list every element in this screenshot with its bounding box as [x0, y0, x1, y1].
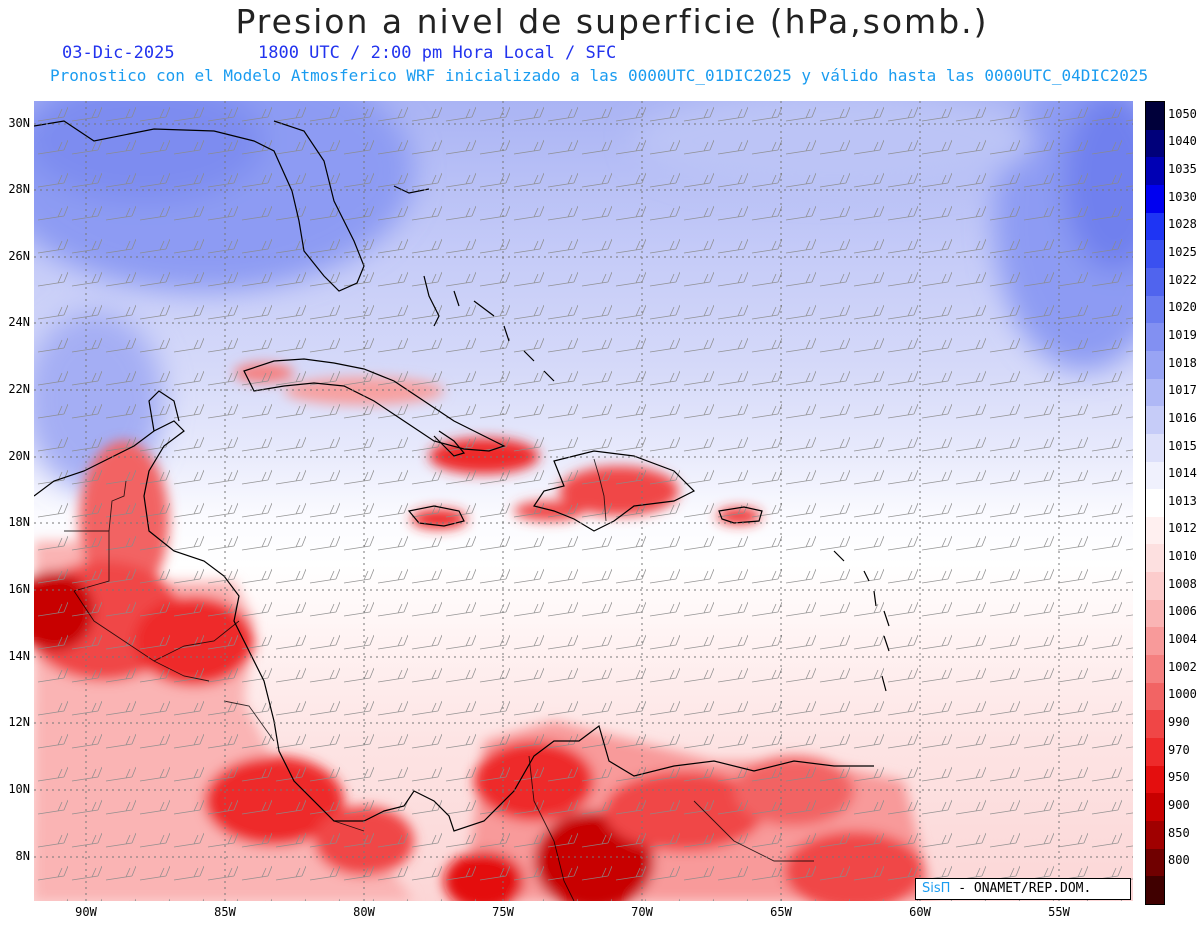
legend-swatch: [1146, 793, 1164, 822]
credit-text: - ONAMET/REP.DOM.: [950, 881, 1092, 896]
graticule: [34, 101, 1133, 901]
pressure-map: [34, 101, 1133, 901]
legend-label: 1016: [1168, 410, 1197, 425]
legend-swatch: [1146, 627, 1164, 656]
legend-swatch: [1146, 102, 1164, 130]
latitude-label: 28N: [8, 182, 30, 196]
latitude-label: 10N: [8, 782, 30, 796]
longitude-label: 70W: [631, 905, 653, 919]
legend-label: 1008: [1168, 576, 1197, 591]
longitude-label: 55W: [1048, 905, 1070, 919]
forecast-time: 1800 UTC / 2:00 pm Hora Local / SFC: [258, 43, 617, 63]
wind-barbs: [34, 101, 1133, 901]
legend-label: 800: [1168, 853, 1190, 868]
legend-swatch: [1146, 489, 1164, 518]
legend-label: 1015: [1168, 438, 1197, 453]
legend-swatch: [1146, 516, 1164, 545]
legend-label: 1006: [1168, 604, 1197, 619]
latitude-label: 14N: [8, 649, 30, 663]
legend-swatch: [1146, 821, 1164, 850]
country-borders: [64, 458, 814, 901]
legend-label: 970: [1168, 742, 1190, 757]
map-title: Presion a nivel de superficie (hPa,somb.…: [235, 2, 989, 41]
legend-label: 1018: [1168, 355, 1197, 370]
legend-label: 1028: [1168, 217, 1197, 232]
credit-box: SisΠ - ONAMET/REP.DOM.: [915, 878, 1131, 900]
longitude-label: 60W: [909, 905, 931, 919]
legend-swatch: [1146, 682, 1164, 711]
latitude-label: 24N: [8, 315, 30, 329]
longitude-label: 65W: [770, 905, 792, 919]
longitude-label: 80W: [353, 905, 375, 919]
legend-swatch: [1146, 267, 1164, 296]
sispi-logo-text: SisΠ: [922, 881, 951, 896]
latitude-label: 30N: [8, 116, 30, 130]
legend-label: 1025: [1168, 244, 1197, 259]
legend-swatch: [1146, 572, 1164, 601]
latitude-label: 18N: [8, 515, 30, 529]
legend-swatch: [1146, 738, 1164, 767]
legend-label: 1004: [1168, 632, 1197, 647]
pressure-color-legend: [1145, 101, 1165, 905]
legend-swatch: [1146, 240, 1164, 269]
latitude-label: 8N: [15, 849, 30, 863]
legend-label: 1040: [1168, 134, 1197, 149]
latitude-label: 20N: [8, 449, 30, 463]
legend-swatch: [1146, 655, 1164, 684]
legend-swatch: [1146, 433, 1164, 462]
legend-swatch: [1146, 129, 1164, 158]
legend-swatch: [1146, 212, 1164, 241]
coastlines: [34, 120, 890, 832]
legend-swatch: [1146, 544, 1164, 573]
legend-label: 1012: [1168, 521, 1197, 536]
legend-swatch: [1146, 157, 1164, 186]
legend-label: 1020: [1168, 300, 1197, 315]
legend-label: 1000: [1168, 687, 1197, 702]
map-canvas: [34, 101, 1133, 901]
longitude-label: 75W: [492, 905, 514, 919]
legend-label: 1014: [1168, 466, 1197, 481]
legend-swatch: [1146, 710, 1164, 739]
legend-label: 1013: [1168, 493, 1197, 508]
legend-label: 1030: [1168, 189, 1197, 204]
legend-swatch: [1146, 461, 1164, 490]
legend-swatch: [1146, 295, 1164, 324]
legend-swatch: [1146, 876, 1164, 905]
latitude-label: 22N: [8, 382, 30, 396]
legend-swatch: [1146, 350, 1164, 379]
legend-label: 990: [1168, 715, 1190, 730]
forecast-date: 03-Dic-2025: [62, 43, 175, 63]
longitude-label: 85W: [214, 905, 236, 919]
legend-label: 1017: [1168, 383, 1197, 398]
legend-label: 900: [1168, 798, 1190, 813]
latitude-label: 16N: [8, 582, 30, 596]
latitude-label: 12N: [8, 715, 30, 729]
legend-swatch: [1146, 323, 1164, 352]
legend-label: 1019: [1168, 327, 1197, 342]
legend-label: 1010: [1168, 549, 1197, 564]
legend-swatch: [1146, 599, 1164, 628]
legend-swatch: [1146, 848, 1164, 877]
legend-label: 1002: [1168, 659, 1197, 674]
legend-label: 1022: [1168, 272, 1197, 287]
legend-label: 950: [1168, 770, 1190, 785]
legend-label: 1050: [1168, 106, 1197, 121]
legend-swatch: [1146, 378, 1164, 407]
legend-swatch: [1146, 406, 1164, 435]
longitude-label: 90W: [75, 905, 97, 919]
model-description: Pronostico con el Modelo Atmosferico WRF…: [50, 66, 1149, 85]
legend-swatch: [1146, 765, 1164, 794]
legend-label: 850: [1168, 825, 1190, 840]
legend-swatch: [1146, 184, 1164, 213]
legend-label: 1035: [1168, 161, 1197, 176]
latitude-label: 26N: [8, 249, 30, 263]
